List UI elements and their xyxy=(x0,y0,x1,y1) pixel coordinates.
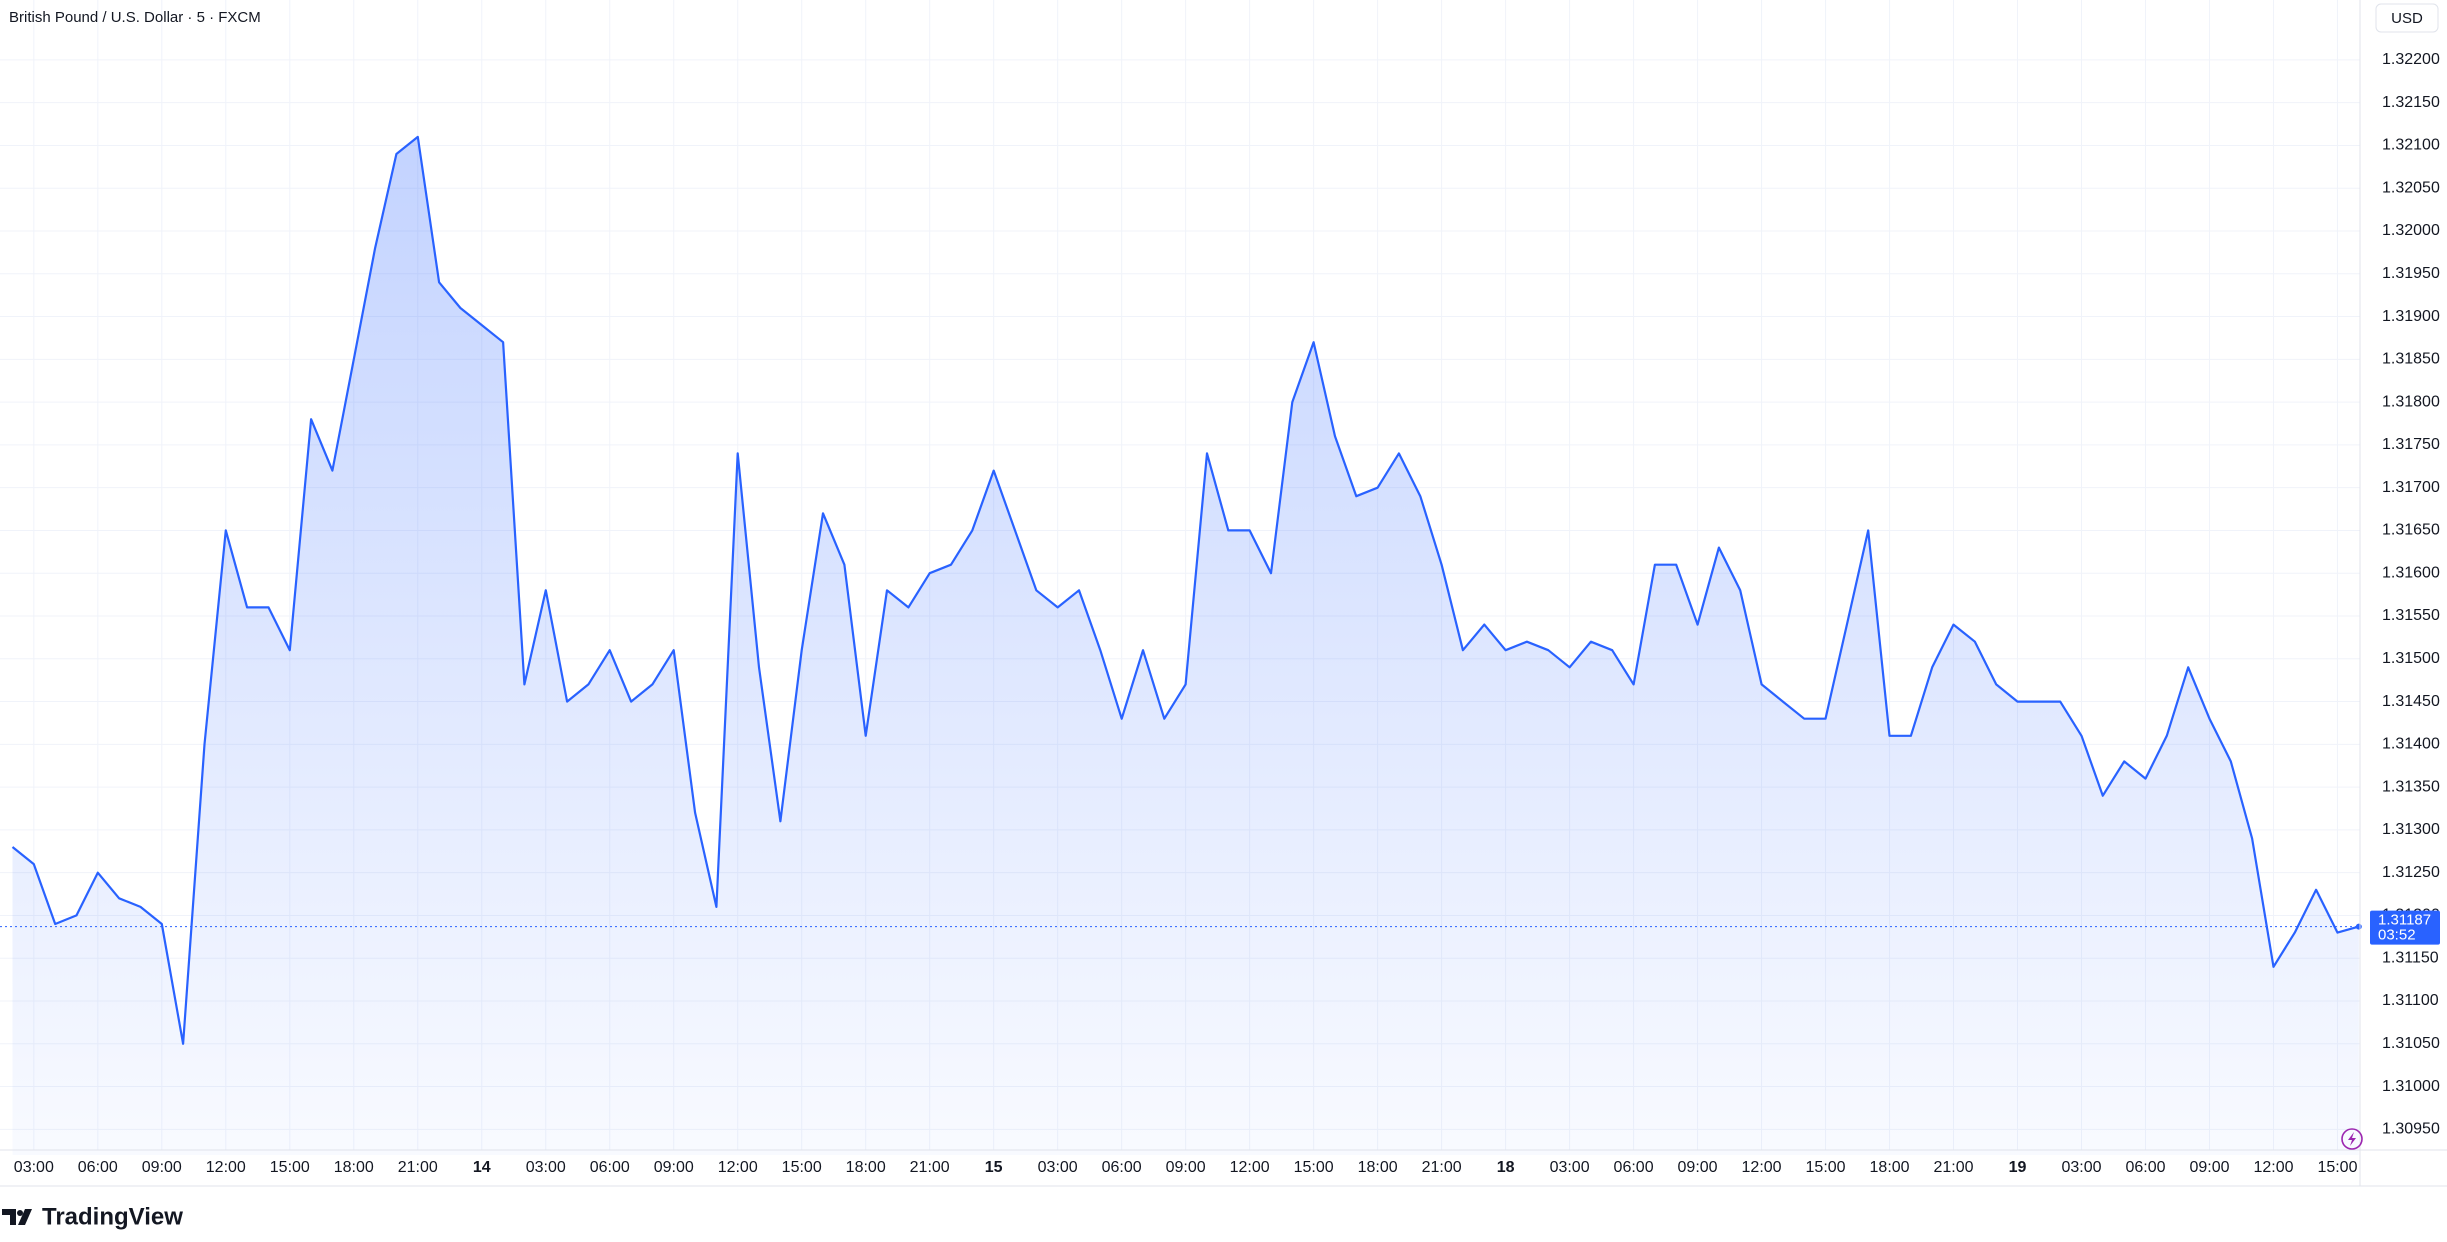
y-tick-label: 1.31450 xyxy=(2382,693,2440,710)
last-price-label: 1.31187 xyxy=(2378,912,2431,929)
x-tick-label: 18 xyxy=(1497,1159,1515,1176)
y-tick-label: 1.31650 xyxy=(2382,522,2440,539)
price-line xyxy=(11,135,2360,1045)
symbol-title: British Pound / U.S. Dollar · 5 · FXCM xyxy=(9,9,261,26)
x-tick-label: 03:00 xyxy=(14,1159,54,1176)
x-tick-label: 15:00 xyxy=(2317,1159,2357,1176)
x-tick-label: 15:00 xyxy=(1806,1159,1846,1176)
y-tick-label: 1.31000 xyxy=(2382,1078,2440,1095)
x-tick-label: 03:00 xyxy=(1038,1159,1078,1176)
x-tick-label: 21:00 xyxy=(910,1159,950,1176)
x-tick-label: 09:00 xyxy=(2189,1159,2229,1176)
last-point xyxy=(2355,923,2362,930)
x-tick-label: 06:00 xyxy=(1614,1159,1654,1176)
x-tick-label: 21:00 xyxy=(1422,1159,1462,1176)
x-tick-label: 12:00 xyxy=(718,1159,758,1176)
x-tick-label: 12:00 xyxy=(206,1159,246,1176)
y-tick-label: 1.31250 xyxy=(2382,864,2440,881)
x-tick-label: 06:00 xyxy=(1102,1159,1142,1176)
y-tick-label: 1.31400 xyxy=(2382,736,2440,753)
y-tick-label: 1.31300 xyxy=(2382,821,2440,838)
currency-button[interactable] xyxy=(2375,3,2439,33)
y-tick-label: 1.31550 xyxy=(2382,607,2440,624)
x-tick-label: 15:00 xyxy=(1294,1159,1334,1176)
alert-icon[interactable] xyxy=(2341,1128,2363,1150)
countdown-label: 03:52 xyxy=(2378,927,2416,944)
y-tick-label: 1.31850 xyxy=(2382,351,2440,368)
y-tick-label: 1.32150 xyxy=(2382,94,2440,111)
y-tick-label: 1.31500 xyxy=(2382,650,2440,667)
y-tick-label: 1.32000 xyxy=(2382,222,2440,239)
last-price-tag xyxy=(2370,910,2440,945)
x-tick-label: 12:00 xyxy=(1742,1159,1782,1176)
x-tick-label: 12:00 xyxy=(1230,1159,1270,1176)
x-tick-label: 18:00 xyxy=(334,1159,374,1176)
y-tick-label: 1.31950 xyxy=(2382,265,2440,282)
x-tick-label: 09:00 xyxy=(654,1159,694,1176)
y-tick-label: 1.31750 xyxy=(2382,436,2440,453)
x-tick-label: 09:00 xyxy=(1678,1159,1718,1176)
x-tick-label: 09:00 xyxy=(142,1159,182,1176)
x-tick-label: 15 xyxy=(985,1159,1003,1176)
y-tick-label: 1.31700 xyxy=(2382,479,2440,496)
y-tick-label: 1.31050 xyxy=(2382,1035,2440,1052)
y-tick-label: 1.30950 xyxy=(2382,1121,2440,1138)
y-tick-label: 1.32050 xyxy=(2382,179,2440,196)
x-tick-label: 06:00 xyxy=(590,1159,630,1176)
x-tick-label: 12:00 xyxy=(2253,1159,2293,1176)
y-tick-label: 1.31100 xyxy=(2382,992,2439,1009)
y-tick-label: 1.31350 xyxy=(2382,778,2440,795)
y-tick-label: 1.31600 xyxy=(2382,564,2440,581)
y-tick-label: 1.31150 xyxy=(2382,949,2439,966)
x-tick-label: 03:00 xyxy=(526,1159,566,1176)
y-tick-label: 1.31900 xyxy=(2382,308,2440,325)
x-tick-label: 21:00 xyxy=(1934,1159,1974,1176)
x-tick-label: 09:00 xyxy=(1166,1159,1206,1176)
brand-logo[interactable] xyxy=(2,1209,32,1225)
x-tick-label: 06:00 xyxy=(78,1159,118,1176)
x-tick-label: 19 xyxy=(2009,1159,2027,1176)
x-tick-label: 03:00 xyxy=(1550,1159,1590,1176)
x-tick-label: 06:00 xyxy=(2125,1159,2165,1176)
brand-name[interactable]: TradingView xyxy=(42,1203,183,1230)
y-tick-label: 1.32100 xyxy=(2382,137,2440,154)
area-fill xyxy=(12,136,2359,1155)
x-tick-label: 15:00 xyxy=(270,1159,310,1176)
currency-label[interactable]: USD xyxy=(2391,10,2423,27)
x-tick-label: 14 xyxy=(473,1159,491,1176)
x-tick-label: 15:00 xyxy=(782,1159,822,1176)
x-tick-label: 18:00 xyxy=(1870,1159,1910,1176)
x-tick-label: 18:00 xyxy=(1358,1159,1398,1176)
x-tick-label: 18:00 xyxy=(846,1159,886,1176)
x-tick-label: 21:00 xyxy=(398,1159,438,1176)
y-tick-label: 1.32200 xyxy=(2382,51,2440,68)
y-tick-label: 1.31800 xyxy=(2382,393,2440,410)
x-tick-label: 03:00 xyxy=(2061,1159,2101,1176)
